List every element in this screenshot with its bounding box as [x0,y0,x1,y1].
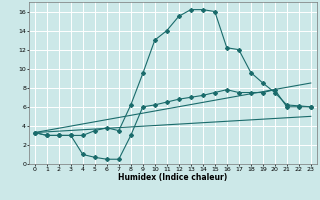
X-axis label: Humidex (Indice chaleur): Humidex (Indice chaleur) [118,173,228,182]
